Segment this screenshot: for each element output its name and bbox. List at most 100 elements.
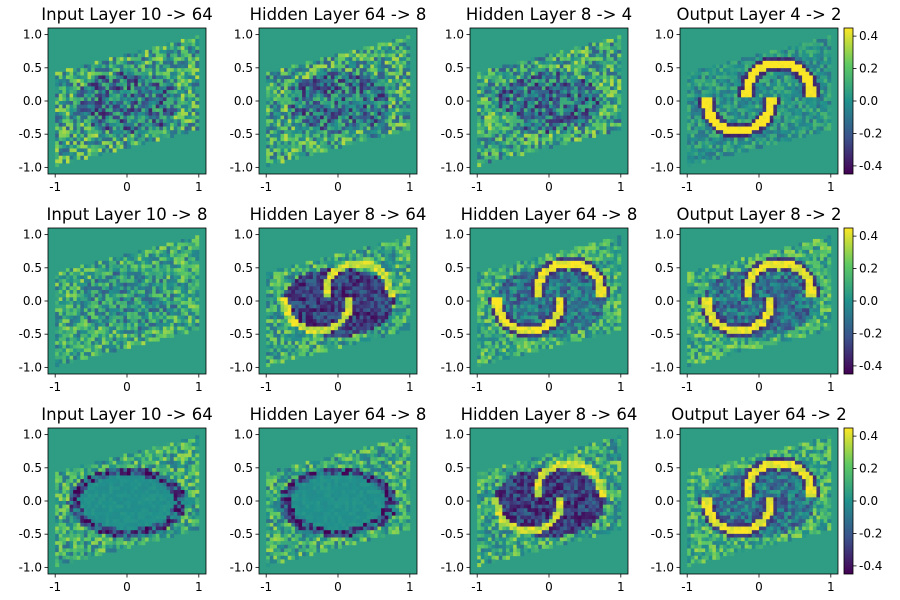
heatmap-cell [791, 71, 796, 76]
heatmap-cell [291, 137, 296, 142]
heatmap-cell [359, 86, 364, 91]
heatmap-cell [266, 75, 271, 80]
heatmap-cell [697, 90, 702, 95]
heatmap-cell [812, 126, 817, 131]
heatmap-cell [613, 49, 618, 54]
heatmap-cell [520, 90, 525, 95]
heatmap-cell [152, 290, 157, 295]
heatmap-cell [130, 86, 135, 91]
heatmap-cell [370, 71, 375, 76]
heatmap-cell [148, 319, 153, 324]
heatmap-cell [338, 111, 342, 116]
heatmap-cell [195, 42, 200, 47]
heatmap-cell [787, 101, 792, 106]
heatmap-cell [730, 64, 735, 69]
heatmap-cell [780, 60, 785, 65]
heatmap-cell [195, 68, 200, 73]
heatmap-cell [370, 122, 375, 127]
heatmap-cell [701, 82, 706, 87]
heatmap-cell [520, 79, 525, 84]
heatmap-cell [159, 97, 164, 102]
heatmap-cell [370, 53, 375, 58]
heatmap-cell [794, 130, 799, 135]
heatmap-cell [334, 101, 339, 106]
heatmap-cell [487, 104, 492, 109]
heatmap-cell [177, 79, 182, 84]
heatmap-cell [816, 79, 821, 84]
heatmap-cell [613, 64, 618, 69]
heatmap-cell [166, 46, 171, 51]
heatmap-cell [101, 101, 106, 106]
heatmap-cell [109, 322, 114, 327]
heatmap-cell [748, 115, 753, 120]
heatmap-cell [402, 101, 407, 106]
heatmap-cell [148, 93, 153, 98]
heatmap-cell [809, 60, 814, 65]
heatmap-cell [162, 115, 167, 120]
heatmap-cell [491, 133, 496, 138]
heatmap-cell [355, 57, 360, 62]
heatmap-cells [477, 35, 622, 168]
heatmap-cell [148, 275, 153, 280]
heatmap-cell [80, 101, 85, 106]
heatmap-cell [284, 108, 289, 113]
heatmap-cell [719, 122, 724, 127]
heatmap-cell [406, 35, 411, 40]
heatmap-cell [130, 282, 135, 287]
heatmap-cell [509, 126, 514, 131]
heatmap-cell [377, 126, 382, 131]
heatmap-cell [148, 311, 153, 316]
heatmap-cell [780, 49, 785, 54]
heatmap-cell [584, 79, 589, 84]
heatmap-cell [381, 97, 386, 102]
heatmap-cell [776, 108, 781, 113]
heatmap-cell [280, 144, 285, 149]
heatmap-cell [584, 53, 589, 58]
heatmap-cell [697, 144, 702, 149]
heatmap-cell [812, 130, 817, 135]
heatmap-cell [73, 319, 78, 324]
heatmap-cell [330, 79, 335, 84]
heatmap-cell [294, 148, 299, 153]
heatmap-cell [94, 68, 99, 73]
heatmap-cell [127, 108, 131, 113]
heatmap-cell [80, 282, 85, 287]
heatmap-cell [762, 71, 767, 76]
heatmap-cell [566, 68, 571, 73]
heatmap-cell [705, 75, 710, 80]
heatmap-cell [584, 93, 589, 98]
heatmap-cell [491, 86, 496, 91]
heatmap-cell [584, 115, 589, 120]
heatmap-cell [83, 133, 88, 138]
heatmap-cell [280, 115, 285, 120]
heatmap-cell [137, 93, 142, 98]
heatmap-cell [748, 60, 753, 65]
heatmap-cell [273, 90, 278, 95]
heatmap-cell [534, 122, 539, 127]
heatmap-cell [76, 144, 81, 149]
heatmap-cell [112, 79, 117, 84]
heatmap-cell [477, 97, 482, 102]
heatmap-cell [477, 163, 482, 168]
heatmap-cell [744, 119, 749, 124]
heatmap-cell [298, 68, 303, 73]
heatmap-cell [534, 79, 539, 84]
heatmap-cell [534, 86, 539, 91]
heatmap-cell [305, 101, 310, 106]
heatmap-cell [116, 326, 121, 331]
heatmap-cell [406, 38, 411, 43]
heatmap-cell [787, 97, 792, 102]
heatmap-cell [119, 71, 124, 76]
heatmap-cell [91, 297, 96, 302]
heatmap-cell [170, 75, 175, 80]
heatmap-cell [269, 86, 274, 91]
heatmap-cell [137, 111, 142, 116]
heatmap-cell [58, 130, 63, 135]
heatmap-cell [820, 104, 825, 109]
heatmap-cell [191, 293, 196, 298]
heatmap-cell [751, 82, 756, 87]
heatmap-cell [545, 119, 550, 124]
heatmap-cell [541, 64, 546, 69]
heatmap-cell [58, 322, 63, 327]
heatmap-cell [305, 79, 310, 84]
